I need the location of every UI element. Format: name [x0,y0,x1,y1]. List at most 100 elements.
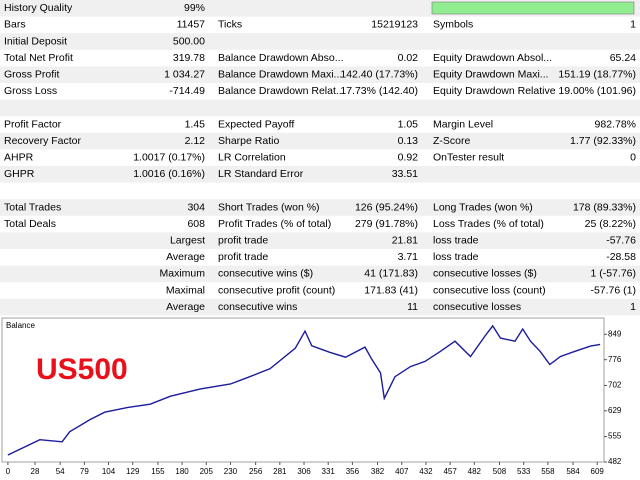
cell-label: Symbols [433,19,473,31]
x-tick-label: 281 [273,467,287,476]
cell-value: 279 (91.78%) [355,218,418,230]
cell-value: 1.05 [398,118,419,130]
x-tick-label: 256 [249,467,263,476]
cell-value: 19.00% (101.96) [558,85,636,97]
cell-value: 1.45 [185,118,206,130]
x-tick-label: 508 [493,467,507,476]
cell-label: Balance Drawdown Abso... [218,52,344,64]
x-tick-label: 0 [6,467,11,476]
cell-label: Profit Trades (% of total) [218,218,331,230]
cell-label: consecutive wins ($) [218,268,313,280]
cell-label: Total Deals [4,218,56,230]
cell-label: Z-Score [433,135,471,147]
cell-label: LR Correlation [218,151,286,163]
cell-value: 142.40 (17.73%) [340,68,418,80]
row-bg [0,166,640,183]
cell-label: Maximal [166,284,205,296]
cell-label: consecutive losses [433,301,521,313]
cell-label: Average [166,251,205,263]
cell-value: 171.83 (41) [364,284,418,296]
cell-value: 1 (-57.76) [590,268,636,280]
cell-label: profit trade [218,234,268,246]
cell-label: Balance Drawdown Relat... [218,85,345,97]
cell-value: 500.00 [173,35,205,47]
cell-value: 0.92 [398,151,419,163]
cell-value: 3.71 [398,251,419,263]
cell-value: 0 [630,151,636,163]
cell-label: Loss Trades (% of total) [433,218,544,230]
cell-value: 65.24 [610,52,636,64]
cell-value: 608 [187,218,205,230]
chart-frame [1,317,605,463]
x-tick-label: 306 [297,467,311,476]
cell-value: 11 [407,301,418,313]
cell-label: consecutive loss (count) [433,284,546,296]
cell-value: -57.76 [606,234,636,246]
cell-label: Short Trades (won %) [218,201,320,213]
cell-label: consecutive profit (count) [218,284,335,296]
x-tick-label: 331 [322,467,336,476]
cell-label: Equity Drawdown Relative [433,85,556,97]
x-tick-label: 558 [541,467,555,476]
cell-value: 0.13 [398,135,419,147]
cell-value: -714.49 [169,85,205,97]
cell-label: consecutive wins [218,301,297,313]
cell-label: Equity Drawdown Absol... [433,52,552,64]
x-tick-label: 609 [591,467,605,476]
x-tick-label: 356 [346,467,360,476]
x-tick-label: 180 [175,467,189,476]
row-bg [0,132,640,150]
cell-value: 99% [184,2,205,14]
cell-label: Maximum [159,268,205,280]
cell-value: 0.02 [398,52,419,64]
cell-label: consecutive losses ($) [433,268,537,280]
cell-label: Sharpe Ratio [218,135,279,147]
x-tick-label: 155 [151,467,165,476]
cell-label: Margin Level [433,118,493,130]
cell-value: 1 [630,19,636,31]
x-tick-label: 382 [371,467,385,476]
cell-label: Total Net Profit [4,52,73,64]
cell-label: Equity Drawdown Maxi... [433,68,549,80]
row-bg [0,99,640,117]
cell-label: loss trade [433,234,479,246]
x-tick-label: 533 [517,467,531,476]
cell-value: 21.81 [392,234,418,246]
cell-value: 1 [630,301,636,313]
cell-label: Expected Payoff [218,118,294,130]
balance-line [7,324,601,456]
row-bg [0,66,640,83]
cell-label: Profit Factor [4,118,62,130]
cell-value: 33.51 [392,168,418,180]
cell-label: LR Standard Error [218,168,304,180]
cell-label: Total Trades [4,201,61,213]
y-tick-label: 849 [608,329,622,338]
x-tick-label: 432 [419,467,433,476]
cell-value: -28.58 [606,251,636,263]
chart-label: Balance [6,321,35,330]
x-tick-label: 230 [224,467,238,476]
cell-value: 1.0017 (0.17%) [133,151,205,163]
y-tick-label: 555 [608,432,622,441]
cell-value: 151.19 (18.77%) [558,68,636,80]
cell-value: 17.73% (142.40) [340,85,418,97]
row-bg [0,265,640,283]
cell-value: 304 [187,201,205,213]
x-tick-label: 104 [102,467,116,476]
y-tick-label: 629 [608,406,622,415]
y-tick-label: 776 [608,355,622,364]
cell-label: Ticks [218,19,242,31]
quality-bar [431,1,635,15]
cell-value: 1 034.27 [164,68,205,80]
x-tick-label: 54 [56,467,65,476]
cell-label: OnTester result [433,151,504,163]
cell-value: 319.78 [173,52,205,64]
cell-label: Bars [4,19,26,31]
cell-value: 41 (171.83) [364,268,418,280]
cell-value: 178 (89.33%) [573,201,636,213]
cell-label: AHPR [4,151,34,163]
cell-value: 2.12 [185,135,206,147]
x-tick-label: 28 [31,467,40,476]
